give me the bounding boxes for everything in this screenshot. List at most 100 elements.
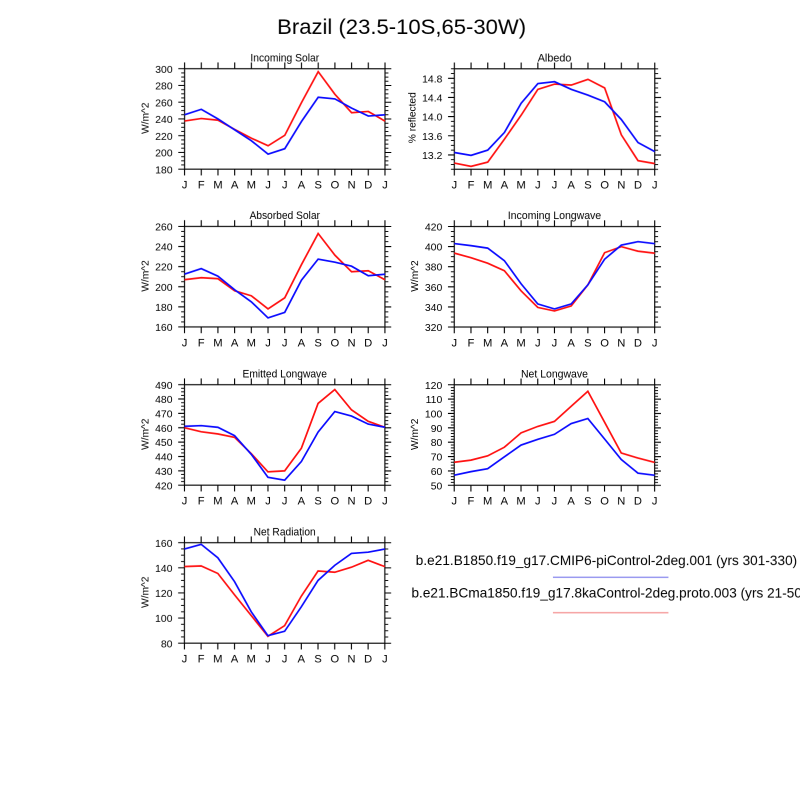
svg-text:160: 160	[155, 323, 173, 334]
svg-text:J: J	[552, 496, 558, 508]
svg-text:430: 430	[155, 467, 173, 478]
svg-text:450: 450	[155, 438, 173, 449]
svg-text:Brazil (23.5-10S,65-30W): Brazil (23.5-10S,65-30W)	[277, 15, 526, 39]
svg-text:D: D	[364, 496, 372, 508]
svg-text:J: J	[535, 496, 541, 508]
svg-text:100: 100	[155, 614, 173, 625]
svg-text:M: M	[247, 180, 256, 192]
svg-text:M: M	[213, 496, 222, 508]
svg-text:220: 220	[155, 132, 173, 143]
svg-text:A: A	[567, 337, 575, 349]
svg-text:S: S	[314, 654, 321, 666]
svg-text:W/m^2: W/m^2	[140, 418, 151, 450]
svg-text:Albedo: Albedo	[538, 52, 572, 64]
svg-text:14.0: 14.0	[422, 113, 442, 124]
svg-text:14.8: 14.8	[422, 74, 442, 85]
svg-text:420: 420	[155, 481, 173, 492]
svg-text:400: 400	[425, 243, 443, 254]
svg-text:100: 100	[425, 409, 443, 420]
svg-text:Net Longwave: Net Longwave	[521, 368, 588, 380]
svg-text:110: 110	[426, 395, 443, 406]
svg-text:13.6: 13.6	[422, 132, 442, 143]
svg-text:A: A	[567, 496, 575, 508]
svg-text:N: N	[347, 496, 355, 508]
svg-text:M: M	[516, 180, 525, 192]
svg-text:N: N	[348, 180, 356, 192]
svg-text:14.4: 14.4	[422, 93, 442, 104]
svg-text:S: S	[314, 180, 321, 192]
svg-text:80: 80	[431, 438, 443, 449]
svg-text:200: 200	[155, 283, 173, 294]
svg-text:70: 70	[431, 453, 443, 464]
svg-text:260: 260	[155, 98, 173, 109]
svg-text:J: J	[552, 337, 558, 349]
svg-text:490: 490	[155, 381, 173, 392]
svg-text:J: J	[535, 337, 541, 349]
svg-text:M: M	[483, 496, 492, 508]
svg-text:S: S	[584, 180, 591, 192]
svg-text:D: D	[364, 654, 372, 666]
svg-text:F: F	[468, 337, 475, 349]
svg-text:J: J	[282, 337, 288, 349]
svg-text:440: 440	[155, 452, 173, 463]
svg-text:240: 240	[155, 115, 173, 126]
svg-text:D: D	[634, 496, 642, 508]
svg-text:N: N	[347, 337, 355, 349]
svg-text:J: J	[552, 180, 558, 192]
svg-text:180: 180	[155, 303, 173, 314]
svg-text:A: A	[501, 337, 509, 349]
svg-text:J: J	[652, 337, 658, 349]
svg-text:A: A	[298, 337, 306, 349]
svg-text:M: M	[516, 337, 525, 349]
svg-text:J: J	[182, 180, 188, 192]
svg-text:J: J	[282, 654, 288, 666]
svg-text:W/m^2: W/m^2	[140, 260, 151, 292]
svg-text:120: 120	[425, 381, 443, 392]
svg-text:M: M	[213, 654, 222, 666]
svg-text:J: J	[382, 337, 388, 349]
svg-text:Absorbed Solar: Absorbed Solar	[250, 210, 321, 222]
svg-text:90: 90	[431, 424, 443, 435]
svg-text:N: N	[617, 337, 625, 349]
svg-text:Incoming Longwave: Incoming Longwave	[508, 210, 601, 222]
svg-text:A: A	[231, 496, 239, 508]
svg-text:J: J	[382, 654, 388, 666]
svg-text:W/m^2: W/m^2	[410, 418, 421, 450]
svg-text:J: J	[265, 180, 271, 192]
svg-text:J: J	[451, 496, 457, 508]
svg-text:O: O	[600, 337, 609, 349]
svg-text:M: M	[516, 496, 525, 508]
svg-text:J: J	[265, 337, 271, 349]
svg-text:J: J	[265, 654, 271, 666]
svg-text:A: A	[231, 180, 239, 192]
svg-text:F: F	[198, 180, 205, 192]
svg-text:200: 200	[155, 148, 173, 159]
svg-text:480: 480	[155, 395, 173, 406]
svg-text:J: J	[652, 496, 658, 508]
svg-text:J: J	[382, 180, 388, 192]
svg-text:N: N	[347, 654, 355, 666]
svg-text:180: 180	[155, 165, 173, 176]
svg-text:J: J	[535, 180, 541, 192]
svg-text:J: J	[452, 180, 458, 192]
svg-text:A: A	[298, 654, 306, 666]
svg-text:A: A	[567, 180, 575, 192]
svg-text:O: O	[330, 337, 339, 349]
svg-text:M: M	[483, 180, 492, 192]
svg-text:320: 320	[425, 323, 443, 334]
svg-text:S: S	[314, 337, 321, 349]
svg-text:M: M	[213, 180, 222, 192]
svg-text:A: A	[231, 337, 239, 349]
svg-text:J: J	[182, 654, 188, 666]
svg-text:360: 360	[425, 283, 443, 294]
svg-text:F: F	[198, 496, 205, 508]
svg-text:S: S	[584, 337, 591, 349]
svg-text:M: M	[247, 654, 256, 666]
svg-text:460: 460	[155, 424, 173, 435]
svg-text:M: M	[247, 496, 256, 508]
svg-text:A: A	[231, 654, 239, 666]
svg-text:A: A	[501, 496, 509, 508]
svg-text:F: F	[467, 496, 474, 508]
svg-text:50: 50	[431, 481, 443, 492]
svg-text:13.2: 13.2	[422, 151, 442, 162]
